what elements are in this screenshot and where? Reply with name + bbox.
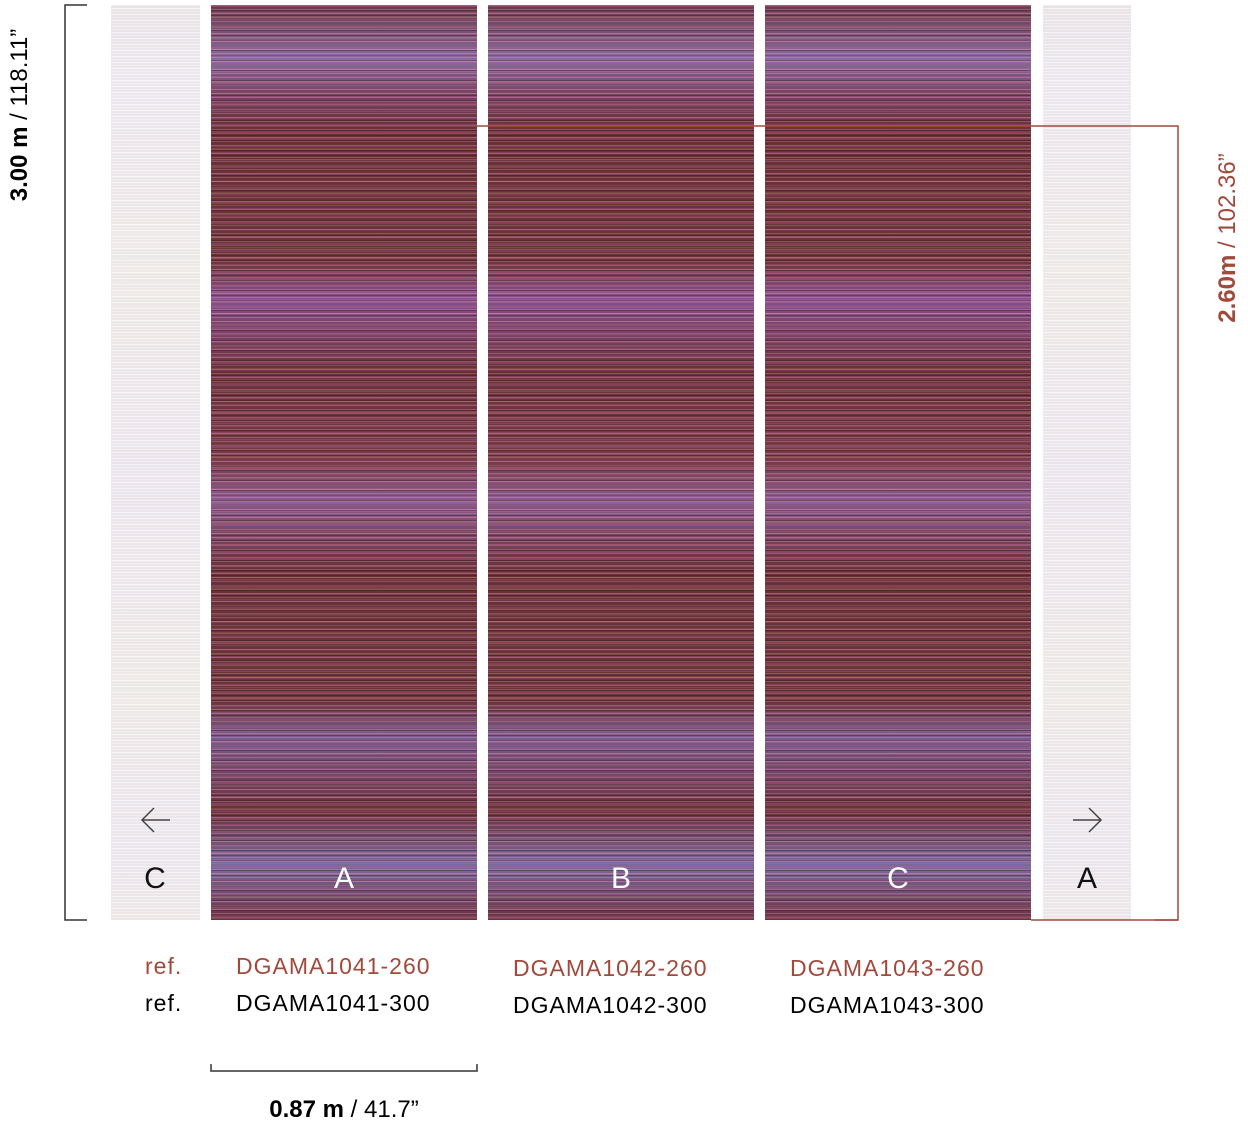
panel-label: A (1076, 862, 1097, 895)
arrow-left (140, 807, 170, 833)
ref-code: DGAMA1043-300 (790, 992, 985, 1018)
panel-label: C (887, 862, 909, 895)
imperial: / 41.7” (350, 1096, 419, 1123)
panel-label: A (333, 862, 354, 895)
ref-code: DGAMA1041-260 (236, 953, 431, 979)
panel-preview (1043, 5, 1131, 920)
panel-label: C (144, 862, 166, 895)
panel-preview (111, 5, 200, 920)
metric: 2.60m (1214, 254, 1241, 323)
imperial: / 118.11” (6, 28, 33, 120)
imperial: / 102.36” (1214, 153, 1241, 248)
panel (488, 5, 754, 920)
ref-code: DGAMA1042-260 (513, 955, 708, 981)
width-bracket (210, 1064, 478, 1072)
ref-label: ref. (145, 990, 183, 1016)
short-bracket (1155, 125, 1179, 921)
metric: 0.87 m (269, 1096, 344, 1123)
ref-code: DGAMA1043-260 (790, 955, 985, 981)
arrow-right (1073, 807, 1103, 833)
ref-label: ref. (145, 953, 183, 979)
height-bracket (64, 4, 87, 921)
panel-label: B (610, 862, 631, 895)
ref-code: DGAMA1041-300 (236, 990, 431, 1016)
width-label: 0.87 m / 41.7” (269, 1096, 418, 1124)
panel (211, 5, 477, 920)
panel (765, 5, 1031, 920)
height-label: 3.00 m / 118.11” (6, 29, 34, 202)
ref-code: DGAMA1042-300 (513, 992, 708, 1018)
short-height-label: 2.60m / 102.36” (1214, 153, 1242, 322)
metric: 3.00 m (6, 126, 33, 202)
